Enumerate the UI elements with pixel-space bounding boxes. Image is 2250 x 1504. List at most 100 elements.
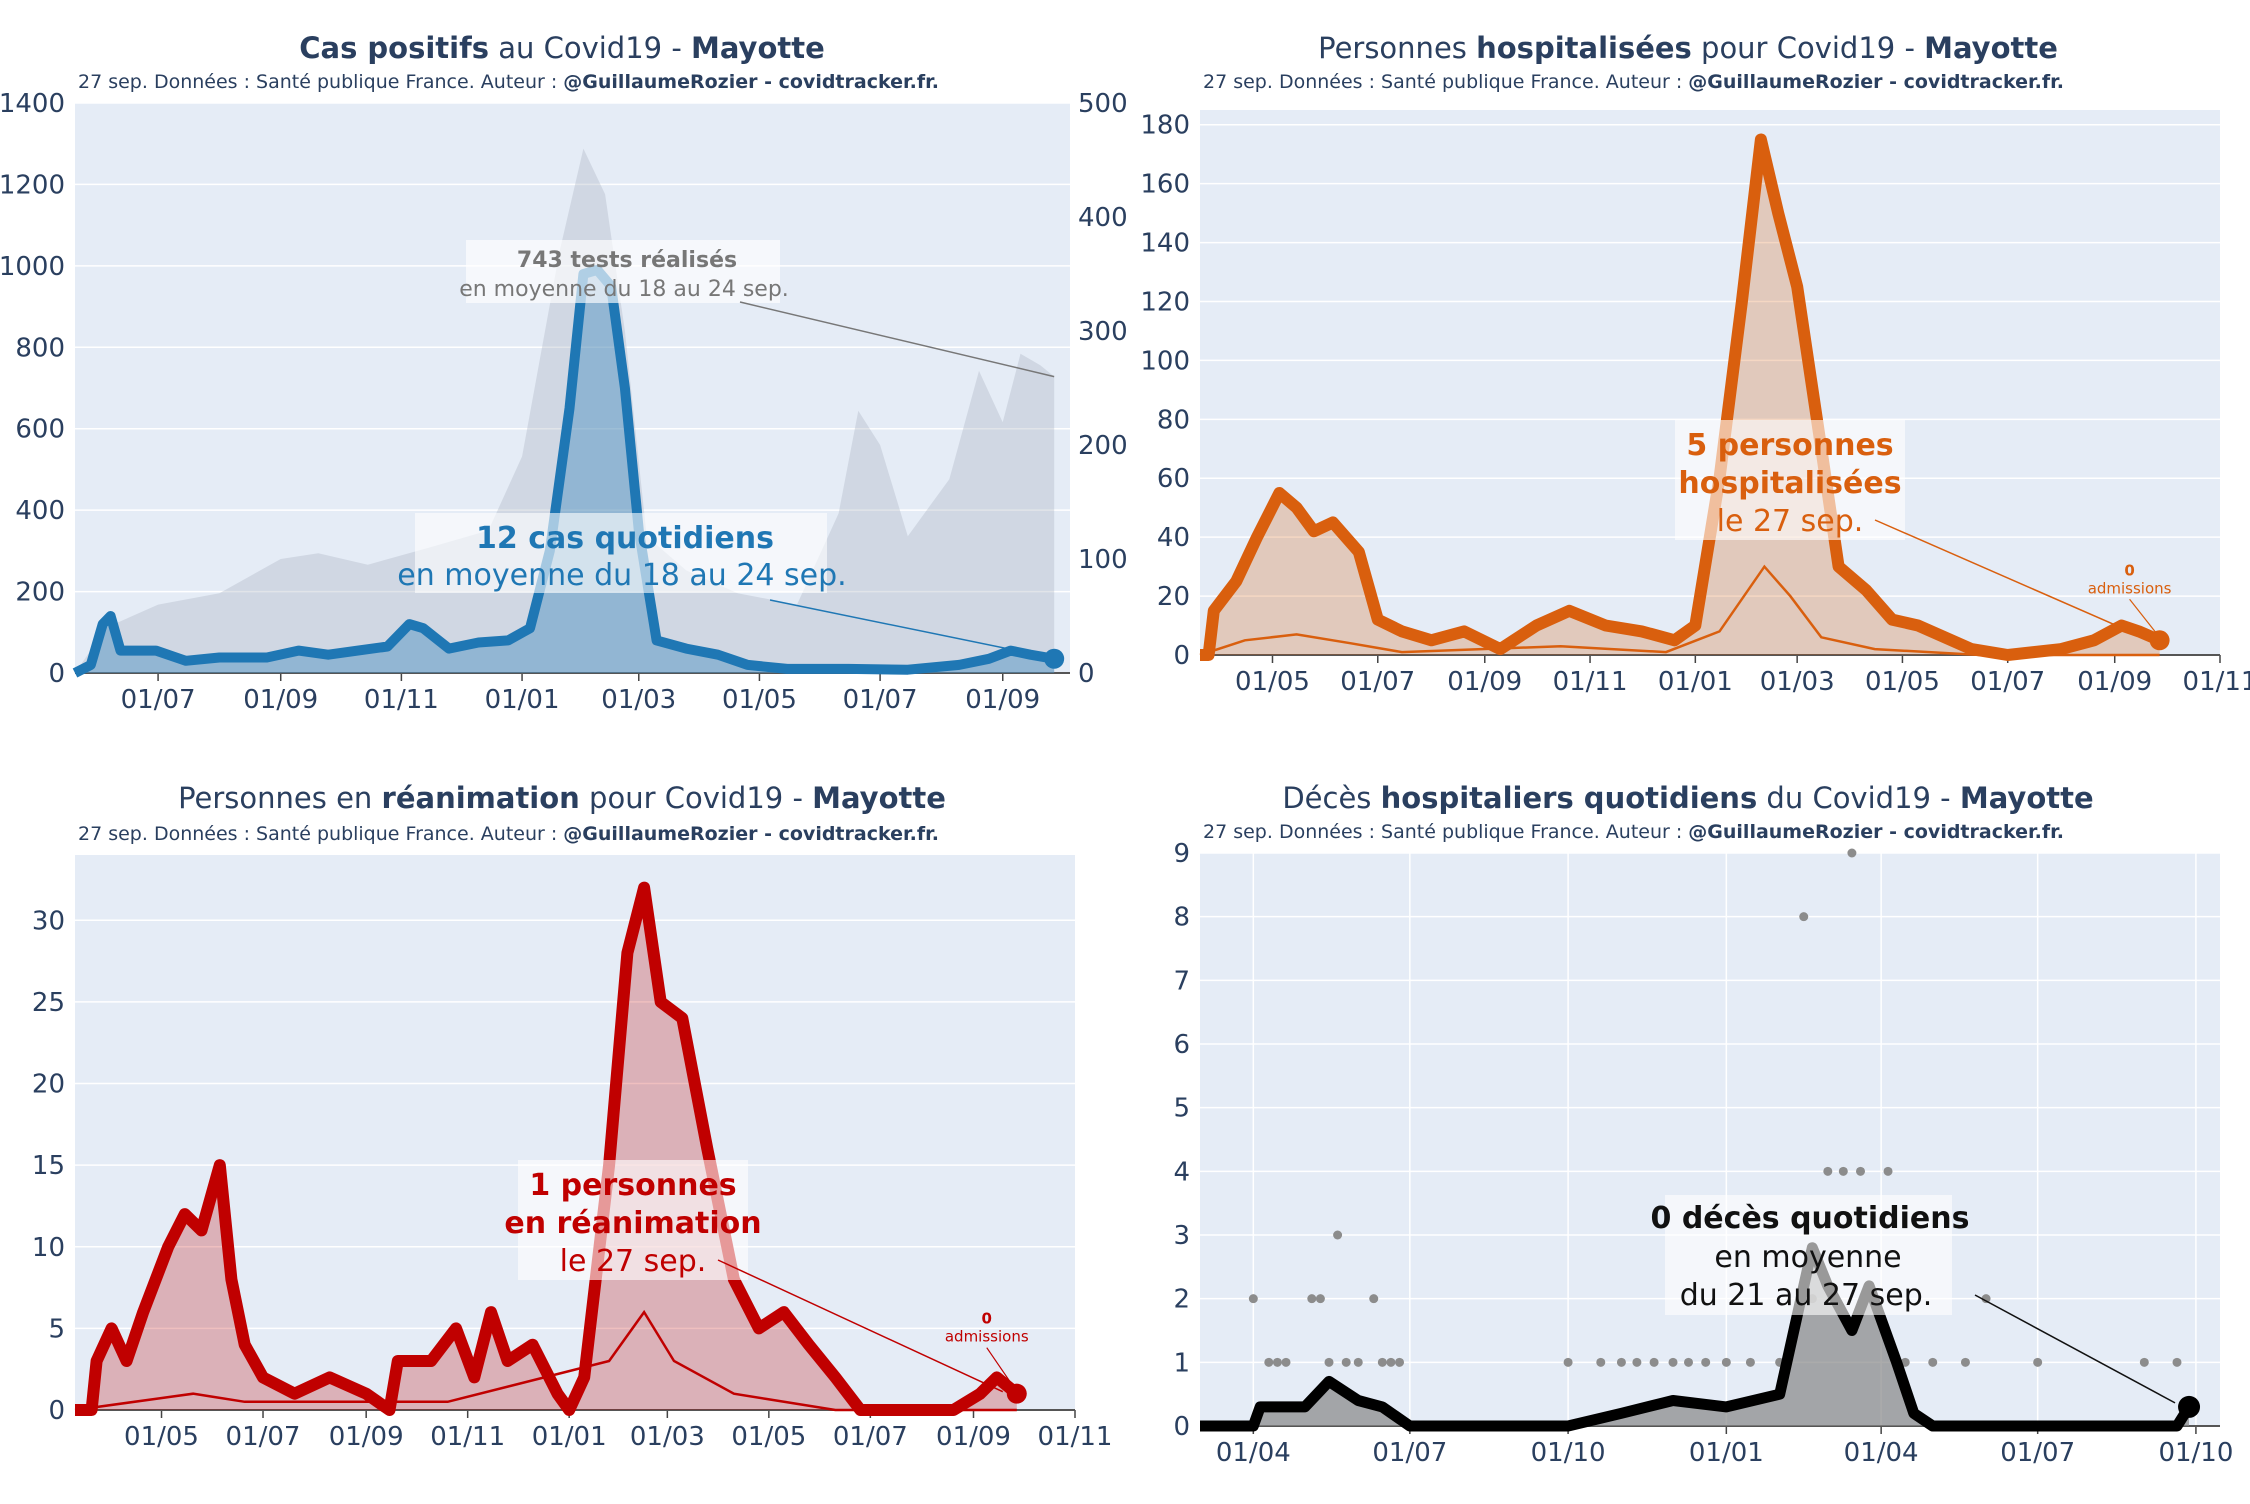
annotation-date: le 27 sep.: [560, 1244, 707, 1279]
plot-area: [1200, 853, 2220, 1426]
y-tick-label: 3: [1173, 1221, 1190, 1251]
chart-title: Décès hospitaliers quotidiens du Covid19…: [1282, 781, 2093, 815]
death-point: [2172, 1357, 2182, 1367]
y-tick-label: 4: [1173, 1157, 1190, 1187]
chart-title-part: réanimation: [382, 781, 580, 815]
average-line: [1200, 1242, 2194, 1432]
y-tick-label: 6: [1173, 1030, 1190, 1060]
x-tick-label: 01/04: [1216, 1438, 1291, 1468]
x-tick-label: 01/11: [364, 685, 439, 715]
death-point: [1745, 1357, 1755, 1367]
annotation-arrow: [1874, 519, 2146, 639]
x-tick-label: 01/05: [124, 1422, 199, 1452]
chart-title: Cas positifs au Covid19 - Mayotte: [299, 31, 825, 65]
chart-subtitle-author: @GuillaumeRozier - covidtracker.fr.: [563, 823, 939, 845]
death-point: [1960, 1357, 1970, 1367]
y-tick-label: 2: [1173, 1285, 1190, 1315]
chart-subtitle-author: @GuillaumeRozier - covidtracker.fr.: [1688, 821, 2064, 843]
x-tick-label: 01/09: [965, 685, 1040, 715]
tests-annotation-arrow: [739, 301, 1055, 378]
y-tick-label: 15: [32, 1151, 65, 1181]
chart-title-part: Mayotte: [1924, 31, 2058, 65]
death-point: [1596, 1357, 1606, 1367]
y-tick-label: 0: [1173, 1412, 1190, 1442]
y-tick-label: 40: [1157, 523, 1190, 553]
annotation-arrow: [1974, 1294, 2176, 1404]
y-tick-label: 1400: [0, 89, 65, 119]
death-point: [1649, 1357, 1659, 1367]
admissions-line: [74, 1309, 1017, 1412]
y2-tick-label: 500: [1078, 89, 1128, 119]
death-point: [1847, 848, 1857, 858]
x-tick-label: 01/01: [532, 1422, 607, 1452]
x-tick-label: 01/03: [1760, 667, 1835, 697]
death-point: [1307, 1294, 1317, 1304]
x-tick-label: 01/10: [1531, 1438, 1606, 1468]
death-point: [1823, 1166, 1833, 1176]
chart-title: Personnes en réanimation pour Covid19 - …: [178, 781, 946, 815]
x-tick-label: 01/11: [1553, 667, 1628, 697]
x-tick-label: 01/07: [1372, 1438, 1447, 1468]
chart-title: Personnes hospitalisées pour Covid19 - M…: [1318, 31, 2058, 65]
y-tick-label: 160: [1140, 170, 1190, 200]
main-area: [75, 887, 1017, 1410]
last-point: [2178, 1395, 2201, 1418]
y2-tick-label: 100: [1078, 545, 1128, 575]
y-tick-label: 9: [1173, 839, 1190, 869]
annotation-arrow: [717, 1259, 1004, 1393]
death-point: [1683, 1357, 1693, 1367]
chart-title-part: Mayotte: [812, 781, 946, 815]
death-point: [1395, 1357, 1405, 1367]
chart-subtitle-source: 27 sep. Données : Santé publique France.…: [78, 823, 563, 845]
y-tick-label: 10: [32, 1233, 65, 1263]
x-tick-label: 01/09: [936, 1422, 1011, 1452]
death-point: [1799, 912, 1809, 922]
y-tick-label: 100: [1140, 346, 1190, 376]
chart-title-part: hospitaliers quotidiens: [1381, 781, 1758, 815]
x-tick-label: 01/09: [1447, 667, 1522, 697]
chart-subtitle: 27 sep. Données : Santé publique France.…: [78, 823, 939, 845]
x-tick-label: 01/07: [1970, 667, 2045, 697]
death-point: [1668, 1357, 1678, 1367]
chart-subtitle: 27 sep. Données : Santé publique France.…: [78, 71, 939, 93]
x-tick-label: 01/07: [2000, 1438, 2075, 1468]
y-tick-label: 180: [1140, 111, 1190, 141]
x-tick-label: 01/01: [1689, 1438, 1764, 1468]
chart-hosp: Personnes hospitalisées pour Covid19 - M…: [1140, 31, 2250, 697]
chart-title-part: pour Covid19 -: [580, 781, 812, 815]
death-point: [1369, 1294, 1379, 1304]
death-point: [1563, 1357, 1573, 1367]
death-point: [1341, 1357, 1351, 1367]
chart-title-part: Personnes: [1318, 31, 1476, 65]
death-point: [1616, 1357, 1626, 1367]
death-point: [1353, 1357, 1363, 1367]
y-tick-label: 7: [1173, 966, 1190, 996]
death-point: [1981, 1294, 1991, 1304]
x-tick-label: 01/01: [485, 685, 560, 715]
x-tick-label: 01/09: [243, 685, 318, 715]
admissions-annotation-label: admissions: [2088, 579, 2172, 597]
y-tick-label: 1: [1173, 1348, 1190, 1378]
admissions-annotation-arrow: [986, 1347, 1014, 1387]
annotation-line3: du 21 au 27 sep.: [1680, 1278, 1933, 1313]
y-tick-label: 60: [1157, 464, 1190, 494]
chart-title-part: du Covid19 -: [1757, 781, 1960, 815]
death-point: [2139, 1357, 2149, 1367]
death-point: [1838, 1166, 1848, 1176]
death-point: [1856, 1166, 1866, 1176]
death-point: [1333, 1230, 1343, 1240]
x-tick-label: 01/11: [430, 1422, 505, 1452]
admissions-annotation-label: admissions: [945, 1328, 1029, 1346]
death-point: [1324, 1357, 1334, 1367]
admissions-annotation-arrow: [2129, 598, 2157, 633]
chart-subtitle-author: @GuillaumeRozier - covidtracker.fr.: [1688, 71, 2064, 93]
annotation-box: [518, 1160, 748, 1280]
x-tick-label: 01/07: [226, 1422, 301, 1452]
main-area: [1200, 139, 2160, 655]
annotation-date: le 27 sep.: [1717, 504, 1864, 539]
y-tick-label: 140: [1140, 229, 1190, 259]
cas-annotation-arrow: [769, 599, 1043, 657]
y-tick-label: 80: [1157, 405, 1190, 435]
annotation-box: [1675, 420, 1905, 540]
